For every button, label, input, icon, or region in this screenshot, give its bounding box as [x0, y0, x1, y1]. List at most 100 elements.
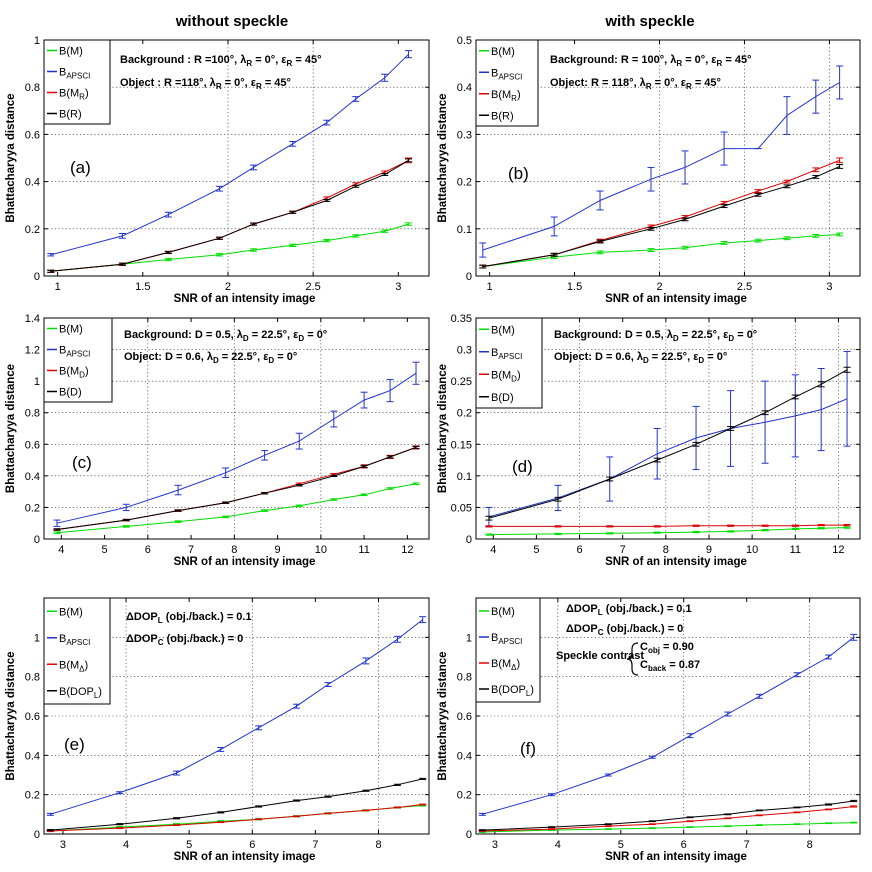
y-tick-label: 0.35: [451, 313, 472, 325]
x-tick-label: 5: [101, 544, 107, 556]
y-tick-label: 1: [466, 632, 472, 644]
x-axis-label: SNR of an intensity image: [174, 556, 316, 568]
legend-entry: BAPSCI: [491, 632, 522, 646]
series-APSCI: [53, 361, 420, 527]
y-tick-label: 0.3: [457, 345, 472, 357]
x-tick-label: 2: [656, 281, 662, 293]
x-tick-label: 8: [663, 544, 669, 556]
series-MR: [53, 445, 420, 531]
panel-f: 3 4 5 6 7 8 0 0.2 0.4 0.6 0.8 1 SNR of an intensity …: [437, 597, 861, 863]
x-tick-label: 10: [746, 544, 758, 556]
legend-entry: B(D): [491, 392, 514, 404]
legend-entry: B(DOPL): [59, 686, 102, 700]
series-line: [488, 527, 848, 536]
series-line: [482, 800, 854, 831]
x-axis-label: SNR of an intensity image: [605, 556, 747, 568]
annotation: Background: R = 100°, λR = 0°, εR = 45°: [550, 54, 751, 68]
y-tick-label: 0.2: [457, 408, 472, 420]
series-line: [50, 619, 424, 815]
x-tick-label: 7: [188, 544, 194, 556]
series-line: [50, 53, 409, 256]
panel-label: (b): [508, 164, 529, 183]
annotation: Object: D = 0.6, λD = 22.5°, εD = 0°: [124, 351, 297, 365]
annotation: Background: D = 0.5, λD = 22.5°, εD = 0°: [554, 329, 757, 343]
legend-box: [475, 597, 541, 703]
y-axis-label: Bhattacharyya distance: [437, 93, 449, 222]
x-tick-label: 6: [681, 839, 687, 851]
legend-entry: B(M): [491, 606, 515, 618]
y-tick-label: 0.8: [25, 408, 40, 420]
x-tick-label: 4: [555, 839, 561, 851]
legend-box: [43, 39, 111, 125]
y-tick-label: 0.6: [25, 129, 40, 141]
y-axis-label: Bhattacharyya distance: [437, 364, 449, 493]
y-tick-label: 0.5: [457, 35, 472, 47]
x-tick-label: 7: [744, 839, 750, 851]
legend-box: [43, 597, 111, 705]
legend-entry: B(MR): [59, 88, 89, 102]
y-axis-label: Bhattacharyya distance: [5, 364, 17, 493]
legend-entry: B(MΔ): [491, 658, 520, 672]
series-line: [488, 369, 848, 519]
column-title-left: without speckle: [175, 13, 289, 30]
legend-entry: BAPSCI: [59, 345, 90, 359]
series-line: [482, 636, 855, 815]
series-line: [488, 398, 848, 518]
series-line: [56, 446, 417, 530]
annotation: Background: D = 0.5, λD = 22.5°, εD = 0°: [124, 329, 327, 343]
x-axis-label: SNR of an intensity image: [605, 851, 747, 863]
annotation: ΔDOPL (obj./back.) = 0.1: [126, 611, 252, 625]
y-tick-label: 0: [34, 534, 40, 546]
y-tick-label: 0.2: [457, 790, 472, 802]
x-tick-label: 4: [123, 839, 129, 851]
series-APSCI: [47, 50, 413, 257]
y-tick-label: 0.6: [25, 711, 40, 723]
y-tick-label: 1: [34, 376, 40, 388]
series-line: [56, 446, 417, 530]
legend-entry: BAPSCI: [491, 67, 522, 81]
series-MR: [479, 157, 844, 269]
series-line: [50, 223, 409, 272]
y-tick-label: 0.4: [25, 750, 40, 762]
y-tick-label: 1: [34, 632, 40, 644]
y-tick-label: 0: [466, 829, 472, 841]
legend-entry: BAPSCI: [59, 67, 90, 81]
x-tick-label: 1.5: [567, 281, 582, 293]
series-APSCI: [46, 616, 427, 816]
series-line: [56, 483, 417, 534]
series-line: [482, 822, 854, 833]
x-tick-label: 2.5: [306, 281, 321, 293]
series-line: [56, 372, 417, 524]
annotation: Object : R =118°, λR = 0°, εR = 45°: [120, 77, 291, 91]
annotation: Speckle contrast: [556, 650, 644, 662]
panel-label: (a): [70, 158, 91, 177]
x-tick-label: 2.5: [737, 281, 752, 293]
series-MR: [485, 523, 851, 528]
legend-entry: B(MR): [491, 89, 521, 103]
panel-b: 1 1.5 2 2.5 3 0 0.1 0.2 0.3 0.4 0.5 SNR of an inten…: [437, 35, 861, 305]
annotation: Background : R =100°, λR = 0°, εR = 45°: [120, 54, 321, 68]
x-tick-label: 11: [358, 544, 369, 556]
x-tick-label: 3: [826, 281, 832, 293]
series-R: [46, 777, 427, 832]
y-tick-label: 0.1: [457, 224, 472, 236]
x-tick-label: 4: [58, 544, 64, 556]
annotation: ΔDOPC (obj./back.) = 0: [566, 623, 683, 637]
x-tick-label: 4: [490, 544, 496, 556]
y-tick-label: 0: [34, 271, 40, 283]
legend-entry: B(M): [491, 324, 515, 336]
series-line: [50, 804, 423, 832]
series-MR: [47, 157, 413, 273]
y-tick-label: 0.6: [457, 711, 472, 723]
axes-frame: [475, 317, 861, 540]
x-tick-label: 5: [618, 839, 624, 851]
x-tick-label: 7: [620, 544, 626, 556]
series-R: [479, 164, 844, 269]
series-M: [485, 526, 851, 536]
y-tick-label: 0.2: [25, 502, 40, 514]
axes-frame: [43, 39, 430, 277]
y-tick-label: 0.4: [457, 82, 472, 94]
panel-label: (f): [520, 739, 536, 758]
y-tick-label: 1.4: [25, 313, 40, 325]
y-tick-label: 0.4: [457, 750, 472, 762]
